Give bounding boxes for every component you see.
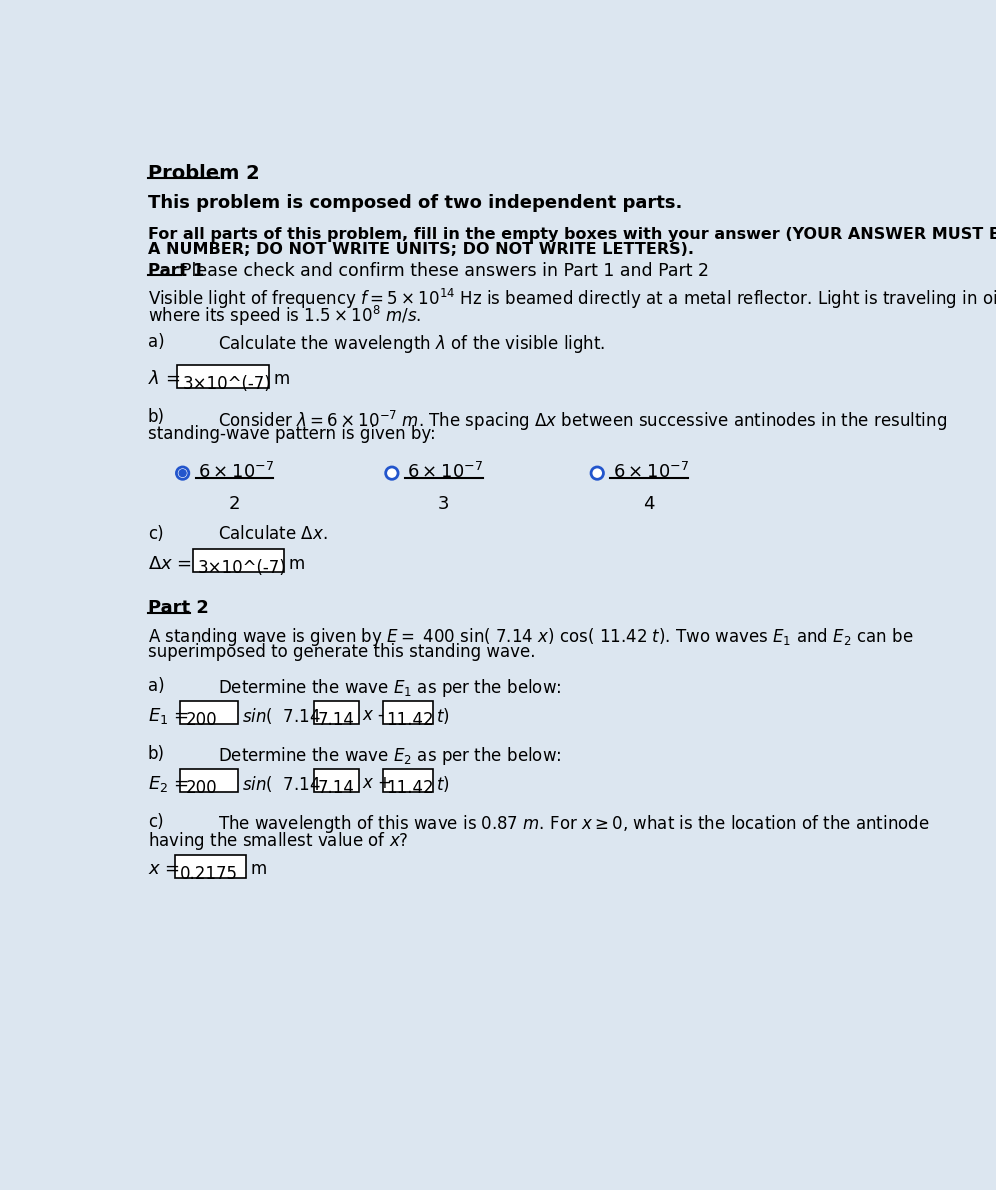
Text: where its speed is $1.5 \times 10^{8}$ $m/s$.: where its speed is $1.5 \times 10^{8}$ $… bbox=[147, 303, 421, 327]
Text: b): b) bbox=[147, 745, 164, 763]
Text: superimposed to generate this standing wave.: superimposed to generate this standing w… bbox=[147, 643, 535, 660]
FancyBboxPatch shape bbox=[180, 769, 238, 791]
Text: The wavelength of this wave is 0.87 $m$. For $x \geq 0$, what is the location of: The wavelength of this wave is 0.87 $m$.… bbox=[217, 813, 929, 834]
Text: $6 \times 10^{-7}$: $6 \times 10^{-7}$ bbox=[613, 463, 689, 482]
Text: m: m bbox=[273, 370, 290, 388]
Text: m: m bbox=[251, 860, 267, 878]
Text: 3: 3 bbox=[438, 495, 449, 513]
Text: Please check and confirm these answers in Part 1 and Part 2: Please check and confirm these answers i… bbox=[181, 262, 709, 280]
Text: Part 1: Part 1 bbox=[147, 262, 204, 280]
Text: $t)$: $t)$ bbox=[436, 775, 449, 794]
Text: c): c) bbox=[147, 526, 163, 544]
Text: A NUMBER; DO NOT WRITE UNITS; DO NOT WRITE LETTERS).: A NUMBER; DO NOT WRITE UNITS; DO NOT WRI… bbox=[147, 242, 694, 257]
Text: For all parts of this problem, fill in the empty boxes with your answer (YOUR AN: For all parts of this problem, fill in t… bbox=[147, 227, 996, 242]
Text: Determine the wave $E_1$ as per the below:: Determine the wave $E_1$ as per the belo… bbox=[217, 677, 561, 700]
Text: Part 2: Part 2 bbox=[147, 600, 208, 618]
Text: $\Delta x$ =: $\Delta x$ = bbox=[147, 555, 191, 572]
Text: $E_1$ =: $E_1$ = bbox=[147, 707, 188, 726]
Text: $sin($  7.14: $sin($ 7.14 bbox=[242, 775, 321, 794]
Text: m: m bbox=[289, 555, 305, 572]
Text: $x$ =: $x$ = bbox=[147, 860, 179, 878]
FancyBboxPatch shape bbox=[180, 701, 238, 725]
Text: 7.14: 7.14 bbox=[318, 712, 355, 729]
Text: c): c) bbox=[147, 813, 163, 831]
Text: $x$ +: $x$ + bbox=[363, 775, 392, 793]
Text: 11.42: 11.42 bbox=[386, 778, 434, 797]
FancyBboxPatch shape bbox=[382, 701, 433, 725]
Text: having the smallest value of $x$?: having the smallest value of $x$? bbox=[147, 829, 408, 852]
Text: 4: 4 bbox=[643, 495, 655, 513]
FancyBboxPatch shape bbox=[314, 701, 359, 725]
FancyBboxPatch shape bbox=[314, 769, 359, 791]
Circle shape bbox=[179, 470, 186, 476]
Text: a): a) bbox=[147, 333, 164, 351]
Text: 200: 200 bbox=[185, 778, 217, 797]
Text: standing-wave pattern is given by:: standing-wave pattern is given by: bbox=[147, 425, 435, 444]
Text: $6 \times 10^{-7}$: $6 \times 10^{-7}$ bbox=[198, 463, 274, 482]
Text: Determine the wave $E_2$ as per the below:: Determine the wave $E_2$ as per the belo… bbox=[217, 745, 561, 766]
Text: 2: 2 bbox=[229, 495, 240, 513]
Text: Consider $\lambda = 6 \times 10^{-7}$ $m$. The spacing $\Delta x$ between succes: Consider $\lambda = 6 \times 10^{-7}$ $m… bbox=[217, 408, 946, 432]
Text: 11.42: 11.42 bbox=[386, 712, 434, 729]
Text: Calculate $\Delta x$.: Calculate $\Delta x$. bbox=[217, 526, 327, 544]
Text: Calculate the wavelength $\lambda$ of the visible light.: Calculate the wavelength $\lambda$ of th… bbox=[217, 333, 605, 355]
Text: $x$ -: $x$ - bbox=[363, 707, 385, 725]
Text: This problem is composed of two independent parts.: This problem is composed of two independ… bbox=[147, 194, 682, 212]
Text: $6 \times 10^{-7}$: $6 \times 10^{-7}$ bbox=[407, 463, 483, 482]
Text: 3×10^(-7): 3×10^(-7) bbox=[198, 559, 287, 577]
Text: 0.2175: 0.2175 bbox=[180, 865, 238, 883]
Text: $sin($  7.14: $sin($ 7.14 bbox=[242, 707, 321, 726]
Text: Visible light of frequency $f = 5 \times 10^{14}$ Hz is beamed directly at a met: Visible light of frequency $f = 5 \times… bbox=[147, 287, 996, 311]
Circle shape bbox=[591, 466, 604, 480]
FancyBboxPatch shape bbox=[382, 769, 433, 791]
Text: $t)$: $t)$ bbox=[436, 707, 449, 726]
Text: 3×10^(-7): 3×10^(-7) bbox=[182, 375, 271, 393]
FancyBboxPatch shape bbox=[175, 856, 246, 878]
Circle shape bbox=[385, 466, 398, 480]
FancyBboxPatch shape bbox=[177, 364, 269, 388]
FancyBboxPatch shape bbox=[192, 550, 284, 572]
Text: b): b) bbox=[147, 408, 164, 426]
Text: A standing wave is given by $E = $ 400 $\sin($ 7.14 $x)$ $\cos($ 11.42 $t)$. Two: A standing wave is given by $E = $ 400 $… bbox=[147, 626, 913, 647]
Text: $\lambda$ =: $\lambda$ = bbox=[147, 370, 180, 388]
Text: a): a) bbox=[147, 677, 164, 695]
Text: $E_2$ =: $E_2$ = bbox=[147, 775, 188, 794]
Text: 7.14: 7.14 bbox=[318, 778, 355, 797]
Text: Problem 2: Problem 2 bbox=[147, 163, 260, 182]
Text: 200: 200 bbox=[185, 712, 217, 729]
Circle shape bbox=[176, 466, 189, 480]
